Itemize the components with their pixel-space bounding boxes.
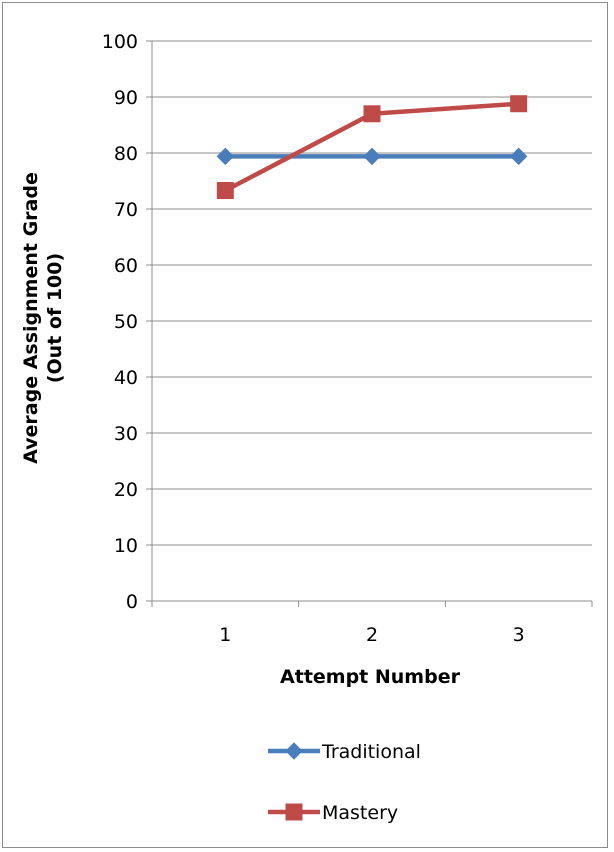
y-tick-label: 100 bbox=[102, 31, 138, 53]
legend-label-traditional: Traditional bbox=[321, 741, 421, 763]
y-tick-label: 80 bbox=[114, 143, 138, 165]
legend-item-mastery: Mastery bbox=[268, 802, 398, 824]
data-point-traditional bbox=[509, 147, 528, 166]
y-tick-label: 10 bbox=[114, 535, 138, 557]
y-tick-label: 20 bbox=[114, 479, 138, 501]
legend-item-traditional: Traditional bbox=[268, 741, 421, 763]
data-point-traditional bbox=[363, 147, 381, 166]
x-tick-label: 1 bbox=[219, 624, 231, 646]
data-point-traditional bbox=[216, 147, 235, 166]
data-point-mastery bbox=[216, 182, 234, 200]
legend: Traditional Mastery bbox=[268, 741, 421, 824]
series-traditional bbox=[216, 147, 528, 166]
y-axis-title-line2: (Out of 100) bbox=[44, 253, 66, 383]
y-tick-label: 30 bbox=[114, 423, 138, 445]
legend-label-mastery: Mastery bbox=[322, 802, 398, 824]
x-tick-labels: 1 2 3 bbox=[219, 624, 524, 646]
x-axis-title: Attempt Number bbox=[280, 666, 461, 688]
y-tick-label: 50 bbox=[114, 311, 138, 333]
y-tick-label: 90 bbox=[114, 87, 138, 109]
axes bbox=[146, 40, 593, 607]
series-mastery bbox=[216, 95, 528, 200]
legend-marker-traditional bbox=[285, 742, 303, 760]
gridlines bbox=[152, 40, 592, 546]
y-tick-labels: 0 10 20 30 40 50 60 70 80 90 100 bbox=[102, 31, 138, 613]
legend-marker-mastery bbox=[285, 803, 303, 821]
x-tick-label: 3 bbox=[513, 624, 525, 646]
y-tick-label: 70 bbox=[114, 199, 138, 221]
y-tick-label: 40 bbox=[114, 367, 138, 389]
y-tick-label: 60 bbox=[114, 255, 138, 277]
x-tick-label: 2 bbox=[366, 624, 378, 646]
series-layer bbox=[216, 95, 528, 200]
data-point-mastery bbox=[363, 105, 381, 123]
data-point-mastery bbox=[510, 95, 528, 113]
y-axis-title-line1: Average Assignment Grade bbox=[20, 172, 42, 464]
y-tick-label: 0 bbox=[126, 591, 138, 613]
